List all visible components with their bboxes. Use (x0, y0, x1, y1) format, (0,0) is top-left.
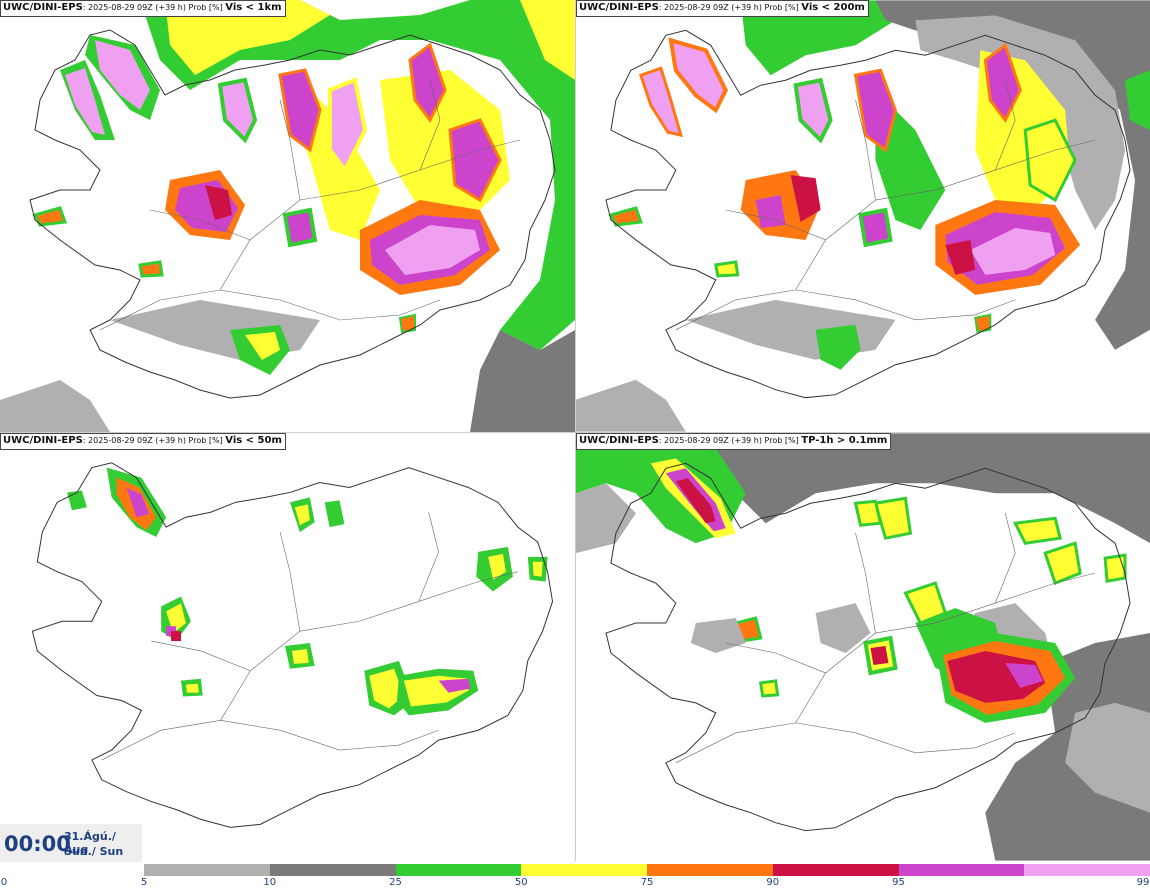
colorbar-tick-label: 10 (263, 877, 277, 888)
valid-time-box: 00:00 31.Ágú./ Aug Sun./ Sun (0, 824, 142, 862)
model-name: UWC/DINI-EPS (579, 2, 659, 13)
run-info: 2025-08-29 09Z (+39 h) Prob [%] (88, 436, 223, 445)
colorbar-tick-label: 5 (140, 877, 148, 888)
run-info: 2025-08-29 09Z (+39 h) Prob [%] (88, 3, 223, 12)
panel-title: UWC/DINI-EPS: 2025-08-29 09Z (+39 h) Pro… (576, 0, 869, 17)
colorbar-segment (1024, 864, 1150, 876)
colorbar-segment (144, 864, 270, 876)
colorbar-tick-label: 25 (389, 877, 402, 888)
map-panel-tp-1h: UWC/DINI-EPS: 2025-08-29 09Z (+39 h) Pro… (576, 433, 1150, 861)
panel-title: UWC/DINI-EPS: 2025-08-29 09Z (+39 h) Pro… (0, 0, 286, 17)
probability-map (576, 433, 1150, 861)
model-name: UWC/DINI-EPS (579, 435, 659, 446)
colorbar-tick-label: 95 (892, 877, 905, 888)
probability-map (31, 462, 554, 828)
model-name: UWC/DINI-EPS (3, 2, 83, 13)
variable-label: Vis < 200m (801, 2, 865, 13)
colorbar-tick-label: 90 (766, 877, 780, 888)
colorbar (144, 864, 1150, 876)
colorbar-tick-label: 75 (640, 877, 654, 888)
run-info: 2025-08-29 09Z (+39 h) Prob [%] (664, 3, 799, 12)
colorbar-segment (898, 864, 1025, 876)
panel-title: UWC/DINI-EPS: 2025-08-29 09Z (+39 h) Pro… (576, 433, 892, 450)
colorbar-segment (269, 864, 396, 876)
map-panel-vis-1km: UWC/DINI-EPS: 2025-08-29 09Z (+39 h) Pro… (0, 0, 575, 432)
run-info: 2025-08-29 09Z (+39 h) Prob [%] (664, 436, 799, 445)
map-panel-vis-50m: UWC/DINI-EPS: 2025-08-29 09Z (+39 h) Pro… (0, 433, 575, 861)
valid-time: 00:00 (4, 832, 71, 856)
colorbar-segment (647, 864, 773, 876)
colorbar-segment (772, 864, 899, 876)
model-name: UWC/DINI-EPS (3, 435, 83, 446)
panel-divider-vertical (575, 0, 576, 861)
colorbar-tick-label: 50 (514, 877, 528, 888)
colorbar-segment (395, 864, 522, 876)
variable-label: Vis < 1km (225, 2, 282, 13)
panel-divider-horizontal (0, 432, 1150, 433)
variable-label: Vis < 50m (225, 435, 282, 446)
colorbar-segment (521, 864, 647, 876)
variable-label: TP-1h > 0.1mm (801, 435, 888, 446)
panel-title: UWC/DINI-EPS: 2025-08-29 09Z (+39 h) Pro… (0, 433, 286, 450)
map-panel-vis-200m: UWC/DINI-EPS: 2025-08-29 09Z (+39 h) Pro… (576, 0, 1150, 432)
probability-map (0, 0, 575, 432)
colorbar-tick-label: 99 (1136, 877, 1150, 888)
probability-map (576, 0, 1150, 432)
colorbar-tick-label: 0 (0, 877, 8, 888)
valid-day: Sun./ Sun (64, 845, 124, 858)
valid-date: 31.Ágú./ Aug (64, 830, 116, 856)
